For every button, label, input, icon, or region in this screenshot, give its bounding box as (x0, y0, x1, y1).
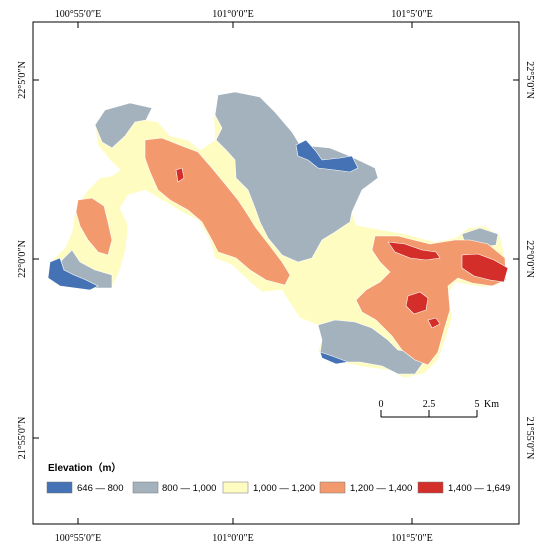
lat-label-right-2: 22°0′0″N (524, 240, 535, 278)
legend-label: 1,400 — 1,649 (448, 483, 510, 494)
scale-bar: 0 2.5 5 Km (379, 399, 499, 418)
zone-800-1000-northwest (94, 102, 153, 149)
legend-swatch (222, 481, 249, 494)
legend-item: 800 — 1,000 (132, 481, 216, 494)
zone-1200-1400-west (75, 197, 113, 256)
legend: Elevation（m） 646 — 800 800 — 1,000 1,000… (46, 461, 510, 494)
lat-label-left-2: 22°0′0″N (17, 240, 28, 278)
lat-label-left-3: 21°55′0″N (17, 417, 28, 460)
lon-label-top-2: 101°0′0″E (212, 9, 253, 20)
zone-1400-1649-peak-south (405, 291, 429, 315)
legend-item: 646 — 800 (46, 481, 123, 494)
legend-label: 1,000 — 1,200 (253, 483, 315, 494)
zone-646-800-south (319, 351, 349, 365)
lat-label-left-1: 22°5′0″N (17, 61, 28, 99)
zone-1400-1649-peak-east (461, 253, 509, 283)
legend-label: 646 — 800 (77, 483, 123, 494)
zone-646-800-west (47, 257, 99, 291)
lon-label-bottom-2: 101°0′0″E (212, 533, 253, 544)
lon-label-bottom-1: 100°55′0″E (55, 533, 101, 544)
legend-label: 800 — 1,000 (162, 483, 216, 494)
legend-item: 1,400 — 1,649 (417, 481, 510, 494)
lat-label-right-1: 22°5′0″N (524, 61, 535, 99)
legend-label: 1,200 — 1,400 (350, 483, 412, 494)
lon-label-bottom-3: 101°5′0″E (391, 533, 432, 544)
scale-label-0: 0 (379, 399, 384, 410)
scale-label-mid: 2.5 (423, 399, 436, 410)
graticule-ticks (33, 22, 519, 524)
zone-800-1000-north (214, 91, 379, 263)
legend-swatch (417, 481, 444, 494)
legend-item: 1,000 — 1,200 (222, 481, 315, 494)
legend-swatch (46, 481, 73, 494)
zone-1400-1649-spot-small (427, 317, 441, 329)
legend-title: Elevation（m） (48, 461, 121, 474)
zone-646-800-northeast (295, 139, 359, 173)
scale-unit: Km (484, 399, 499, 410)
lon-label-top-3: 101°5′0″E (391, 9, 432, 20)
lat-label-right-3: 21°55′0″N (524, 417, 535, 460)
scale-label-end: 5 (475, 399, 480, 410)
legend-swatch (132, 481, 159, 494)
legend-swatch (319, 481, 346, 494)
legend-item: 1,200 — 1,400 (319, 481, 412, 494)
zone-1400-1649-peak-north (387, 241, 441, 261)
lon-label-top-1: 100°55′0″E (55, 9, 101, 20)
elevation-zones (47, 91, 509, 379)
zone-1400-1649-spot-central (175, 167, 185, 183)
